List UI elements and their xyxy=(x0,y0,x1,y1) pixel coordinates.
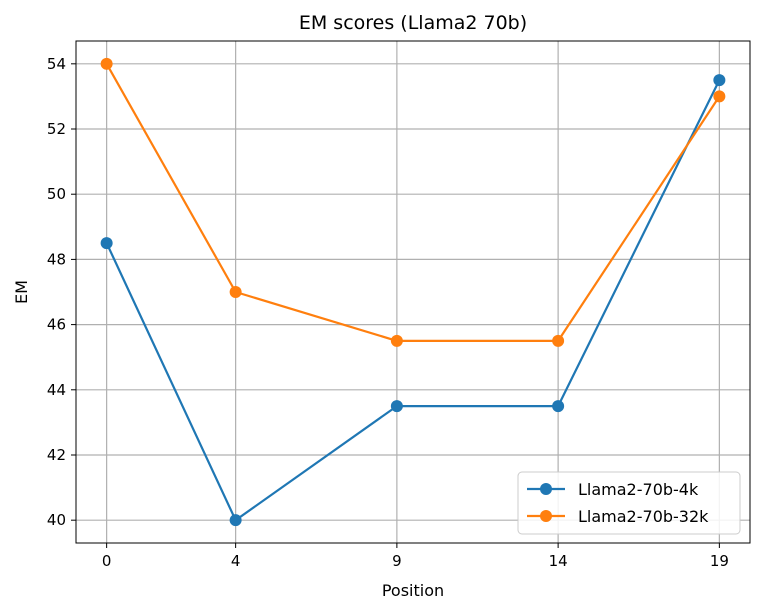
axis-ticks: 0 4 9 14 19 40 42 44 46 48 50 52 54 xyxy=(47,55,729,570)
series-0 xyxy=(100,74,726,527)
data-point xyxy=(552,334,565,347)
legend-box xyxy=(517,471,741,535)
data-point xyxy=(713,74,726,87)
data-point xyxy=(100,57,113,70)
y-tick-label: 42 xyxy=(47,446,66,464)
legend-marker xyxy=(540,483,552,495)
x-tick-label: 14 xyxy=(549,552,568,570)
x-axis-label: Position xyxy=(382,581,444,600)
data-point xyxy=(713,90,726,103)
legend-label: Llama2-70b-4k xyxy=(578,480,699,499)
y-tick-label: 46 xyxy=(47,316,66,334)
y-tick-label: 40 xyxy=(47,511,66,529)
legend: Llama2-70b-4k Llama2-70b-32k xyxy=(517,471,741,535)
series-layer xyxy=(100,57,726,527)
data-point xyxy=(390,334,403,347)
x-tick-label: 9 xyxy=(392,552,402,570)
data-point xyxy=(552,400,565,413)
legend-item: Llama2-70b-4k xyxy=(527,480,699,499)
x-tick-label: 19 xyxy=(710,552,729,570)
series-1 xyxy=(100,57,726,347)
x-tick-label: 0 xyxy=(102,552,112,570)
series-line xyxy=(105,79,721,522)
chart-title: EM scores (Llama2 70b) xyxy=(299,12,527,34)
plot-frame xyxy=(75,40,751,544)
x-tick-label: 4 xyxy=(231,552,241,570)
data-point xyxy=(229,286,242,298)
series-line xyxy=(105,63,721,342)
legend-marker xyxy=(540,510,552,522)
data-point xyxy=(100,237,113,250)
data-point xyxy=(390,400,403,413)
y-tick-label: 52 xyxy=(47,120,66,138)
data-point xyxy=(229,514,242,527)
legend-item: Llama2-70b-32k xyxy=(527,507,709,526)
y-axis-label: EM xyxy=(12,280,31,304)
y-tick-label: 48 xyxy=(47,250,66,268)
legend-label: Llama2-70b-32k xyxy=(578,507,709,526)
grid xyxy=(76,41,750,543)
y-tick-label: 54 xyxy=(47,55,66,73)
y-tick-label: 44 xyxy=(47,381,66,399)
y-tick-label: 50 xyxy=(47,185,66,203)
